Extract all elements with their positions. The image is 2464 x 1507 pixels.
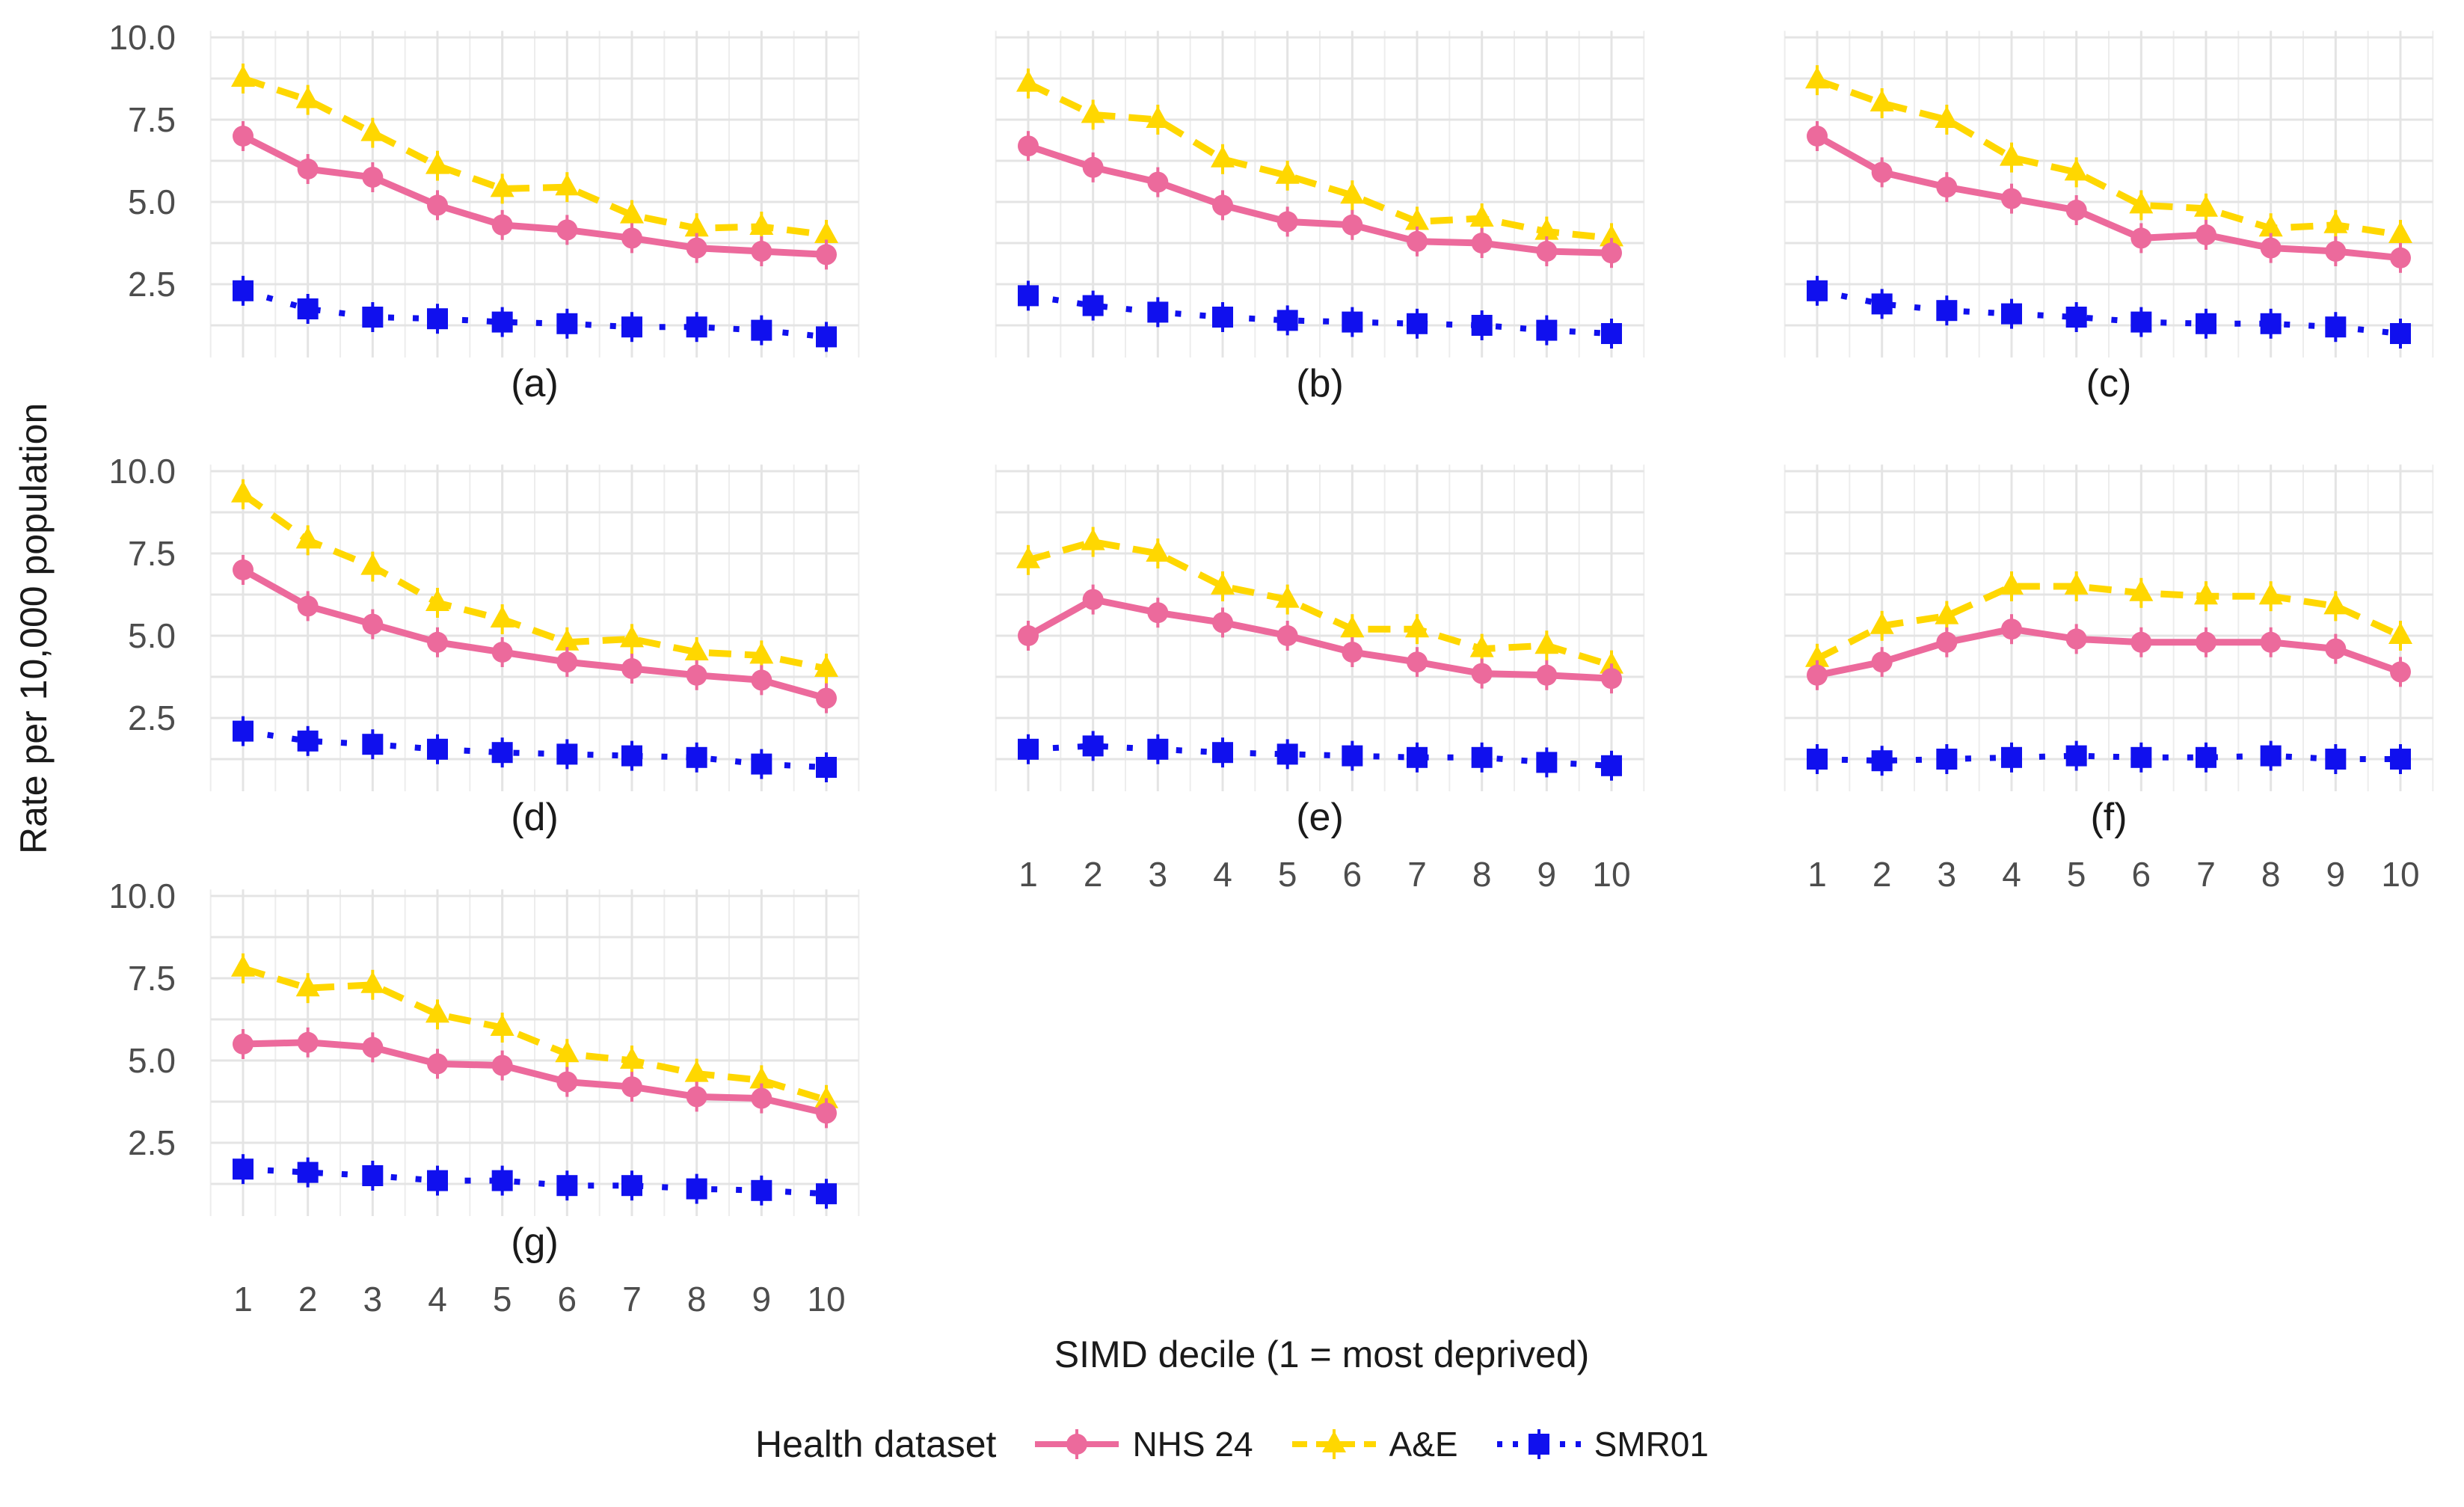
legend-item-smr01: SMR01: [1494, 1423, 1709, 1465]
x-tick-label: 4: [428, 1280, 447, 1319]
legend-item-label: NHS 24: [1132, 1425, 1253, 1464]
legend-item-ae: A&E: [1289, 1423, 1458, 1465]
panel-d-chart: [191, 449, 879, 793]
x-tick-label: 7: [2196, 855, 2216, 894]
panel-g: (g): [191, 874, 879, 1264]
panel-f-chart: [1765, 449, 2453, 793]
y-tick-label: 2.5: [128, 1123, 176, 1162]
panel-f-label: (f): [2090, 796, 2127, 839]
panel-c-label: (c): [2086, 362, 2132, 405]
y-tick-label: 5.0: [128, 1041, 176, 1080]
panel-d: (d): [191, 449, 879, 839]
y-tick-label: 2.5: [128, 265, 176, 304]
panel-a: (a): [191, 15, 879, 405]
x-tick-label: 10: [807, 1280, 846, 1319]
y-tick-label: 7.5: [128, 100, 176, 139]
y-tick-label: 2.5: [128, 699, 176, 737]
y-tick-label: 5.0: [128, 616, 176, 655]
x-tick-label: 9: [2326, 855, 2346, 894]
panel-f: (f): [1765, 449, 2453, 839]
x-tick-label: 5: [492, 1280, 512, 1319]
x-tick-label: 7: [1407, 855, 1427, 894]
smr01-key-icon: [1496, 1429, 1581, 1459]
x-tick-label: 6: [557, 1280, 577, 1319]
panel-a-label: (a): [511, 362, 559, 405]
x-tick-label: 3: [1937, 855, 1957, 894]
x-tick-label: 10: [1592, 855, 1631, 894]
y-tick-labels-row2: 10.0 7.5 5.0 2.5: [82, 449, 176, 793]
x-axis-title: SIMD decile (1 = most deprived): [1054, 1333, 1590, 1375]
x-tick-label: 3: [363, 1280, 383, 1319]
y-tick-labels-row3: 10.0 7.5 5.0 2.5: [82, 874, 176, 1218]
panel-g-label: (g): [511, 1221, 559, 1264]
x-tick-label: 1: [233, 1280, 253, 1319]
panel-c: (c): [1765, 15, 2453, 405]
y-tick-label: 10.0: [108, 18, 176, 57]
ae-key-icon: [1291, 1429, 1376, 1459]
legend-title: Health dataset: [755, 1423, 997, 1465]
x-tick-label: 3: [1148, 855, 1168, 894]
x-tick-label: 7: [622, 1280, 642, 1319]
panel-b-label: (b): [1296, 362, 1344, 405]
panel-b: (b): [976, 15, 1664, 405]
y-tick-label: 5.0: [128, 182, 176, 221]
x-tick-label: 5: [2066, 855, 2086, 894]
panel-e: (e): [976, 449, 1664, 839]
x-tick-label: 1: [1807, 855, 1827, 894]
y-tick-label: 10.0: [108, 877, 176, 915]
panel-c-chart: [1765, 15, 2453, 359]
legend-item-label: SMR01: [1594, 1425, 1709, 1464]
x-tick-label: 4: [1213, 855, 1232, 894]
x-tick-labels-f: 1 2 3 4 5 6 7 8 9 10: [1765, 853, 2453, 896]
y-tick-label: 7.5: [128, 534, 176, 573]
x-tick-labels-g: 1 2 3 4 5 6 7 8 9 10: [191, 1277, 879, 1321]
x-tick-label: 8: [2261, 855, 2281, 894]
legend-item-nhs24: NHS 24: [1032, 1423, 1253, 1465]
x-tick-labels-e: 1 2 3 4 5 6 7 8 9 10: [976, 853, 1664, 896]
x-tick-label: 6: [2131, 855, 2151, 894]
x-tick-label: 10: [2381, 855, 2420, 894]
legend-item-label: A&E: [1389, 1425, 1458, 1464]
panel-e-chart: [976, 449, 1664, 793]
panel-d-label: (d): [511, 796, 559, 839]
panel-g-chart: [191, 874, 879, 1218]
x-tick-label: 9: [1537, 855, 1557, 894]
panel-b-chart: [976, 15, 1664, 359]
x-tick-label: 6: [1342, 855, 1362, 894]
y-axis-title: Rate per 10,000 population: [13, 402, 55, 854]
nhs24-key-icon: [1035, 1429, 1119, 1459]
x-tick-label: 8: [1472, 855, 1492, 894]
y-tick-label: 10.0: [108, 452, 176, 491]
x-tick-label: 2: [1872, 855, 1892, 894]
y-tick-labels-row1: 10.0 7.5 5.0 2.5: [82, 15, 176, 359]
x-tick-label: 4: [2002, 855, 2021, 894]
x-tick-label: 2: [1083, 855, 1103, 894]
legend: Health dataset NHS 24 A&E SMR01: [0, 1422, 2464, 1466]
panel-a-chart: [191, 15, 879, 359]
x-tick-label: 2: [298, 1280, 318, 1319]
x-tick-label: 8: [686, 1280, 707, 1319]
panel-e-label: (e): [1296, 796, 1344, 839]
y-tick-label: 7.5: [128, 959, 176, 998]
x-tick-label: 9: [752, 1280, 772, 1319]
x-tick-label: 1: [1019, 855, 1038, 894]
x-tick-label: 5: [1277, 855, 1297, 894]
